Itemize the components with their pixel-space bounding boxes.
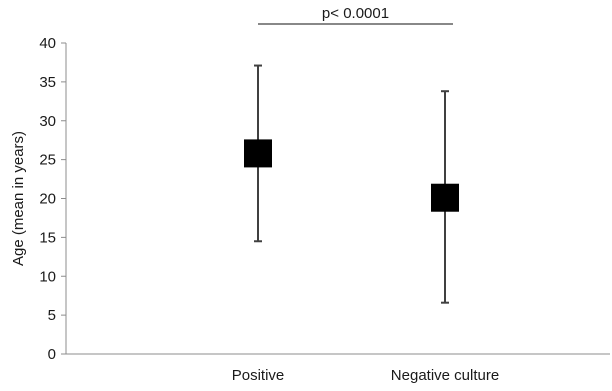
x-category-label: Negative culture bbox=[391, 367, 499, 384]
y-tick-label: 40 bbox=[39, 35, 56, 52]
y-tick-label: 25 bbox=[39, 152, 56, 169]
mean-marker bbox=[431, 183, 459, 212]
axes-layer bbox=[61, 42, 610, 355]
y-tick-label: 0 bbox=[48, 346, 56, 363]
y-tick-label: 35 bbox=[39, 74, 56, 91]
y-tick-label: 15 bbox=[39, 229, 56, 246]
labels-layer: 0 5 10 15 20 25 30 35 40 Age (mean in years) Posit… bbox=[10, 5, 499, 384]
p-value-annotation: p< 0.0001 bbox=[322, 5, 389, 22]
x-category-label: Positive bbox=[232, 367, 285, 384]
mean-marker bbox=[244, 139, 272, 168]
y-tick-label: 10 bbox=[39, 268, 56, 285]
y-tick-label: 5 bbox=[48, 307, 56, 324]
y-tick-label: 30 bbox=[39, 113, 56, 130]
y-tick-label: 20 bbox=[39, 191, 56, 208]
y-axis-title: Age (mean in years) bbox=[10, 131, 27, 266]
marks-layer bbox=[244, 23, 459, 304]
